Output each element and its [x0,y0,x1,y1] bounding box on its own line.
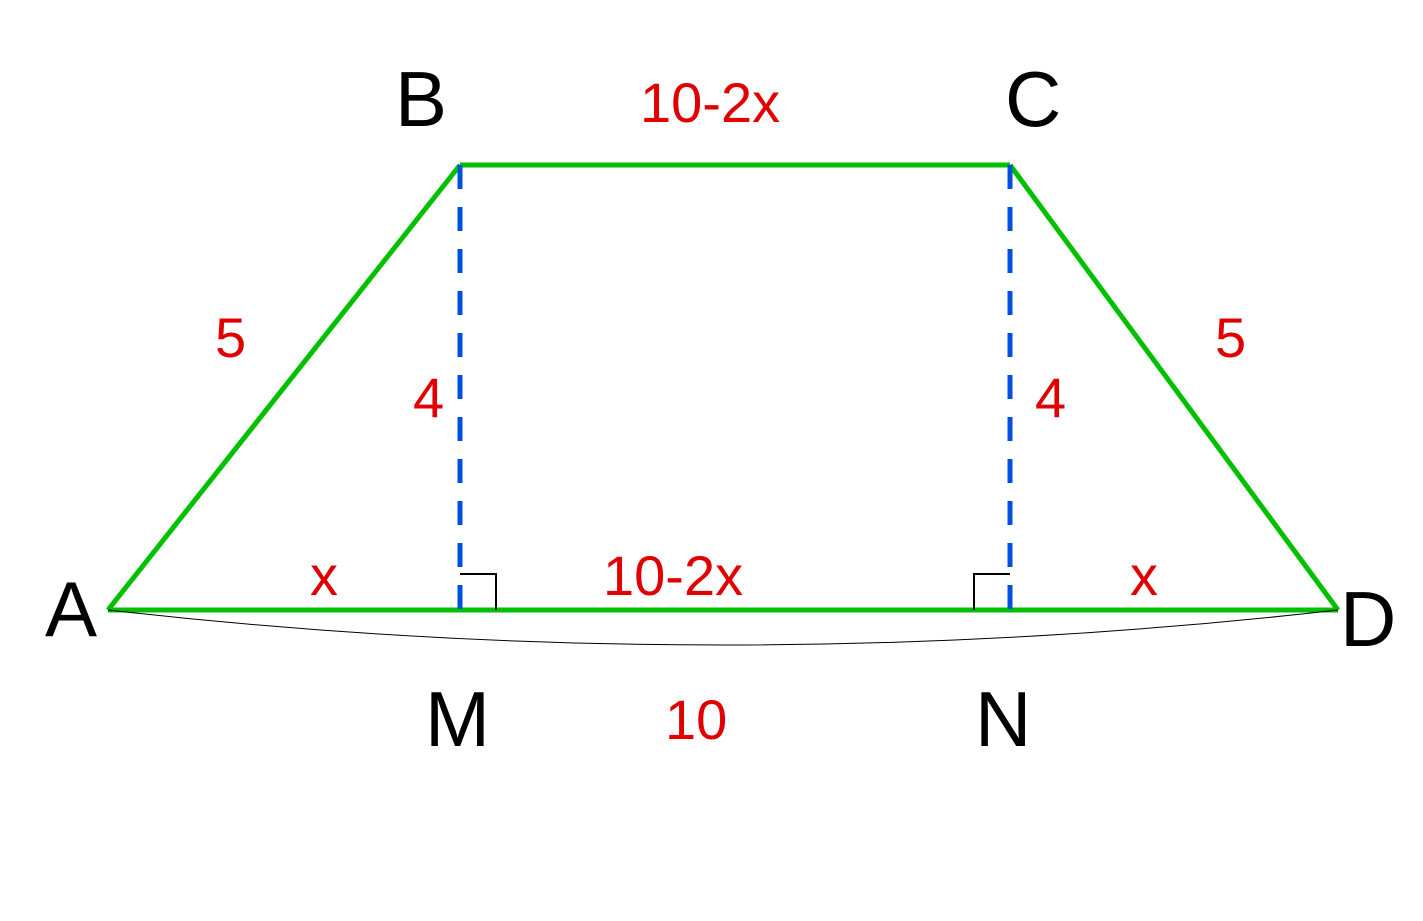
trapezoid-diagram: A B C D M N 5 5 10-2x 10-2x 4 4 x x 10 [0,0,1423,921]
measure-ad: 10 [665,692,727,748]
vertex-label-a: A [45,570,97,648]
measure-mn: 10-2x [603,548,743,604]
vertex-label-m: M [425,680,490,758]
measure-bc: 10-2x [640,75,780,131]
arc-ad [108,610,1338,645]
edge-ab [108,165,460,610]
measure-ab: 5 [215,310,246,366]
vertex-label-c: C [1005,60,1061,138]
measure-cd: 5 [1215,310,1246,366]
measure-bm: 4 [413,370,444,426]
diagram-svg [0,0,1423,921]
right-angle-m [460,574,496,610]
vertex-label-d: D [1340,580,1396,658]
right-angle-n [974,574,1010,610]
measure-am: x [310,548,338,604]
measure-nd: x [1130,548,1158,604]
vertex-label-n: N [975,680,1031,758]
vertex-label-b: B [395,60,447,138]
measure-cn: 4 [1035,370,1066,426]
